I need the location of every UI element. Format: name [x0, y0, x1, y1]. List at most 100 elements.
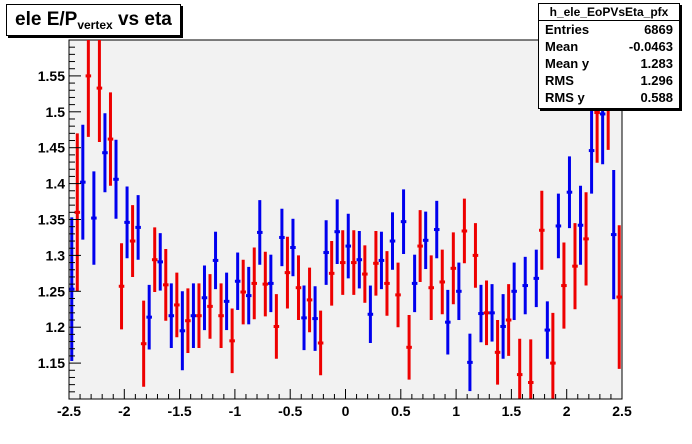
data-point — [306, 267, 313, 333]
data-point — [406, 314, 412, 380]
data-point — [107, 92, 114, 186]
data-point — [201, 265, 208, 331]
data-point — [339, 230, 346, 295]
data-point — [583, 192, 589, 286]
data-point — [500, 294, 506, 359]
stats-label: Entries — [545, 22, 590, 37]
data-point — [539, 190, 545, 270]
data-point — [223, 272, 230, 331]
data-point — [345, 213, 352, 279]
data-point — [572, 223, 578, 310]
data-point — [456, 262, 462, 321]
stats-box: h_ele_EoPVsEta_pfx Entries 6869 Mean -0.04… — [538, 3, 680, 109]
stats-histogram-name: h_ele_EoPVsEta_pfx — [539, 4, 679, 21]
data-point — [80, 124, 86, 240]
data-point — [317, 310, 324, 376]
data-point — [85, 40, 92, 137]
data-point — [157, 233, 164, 291]
title-subscript: vertex — [77, 18, 113, 32]
data-point — [190, 283, 197, 349]
data-point — [544, 301, 551, 359]
stats-value: 1.296 — [640, 73, 673, 88]
series-1 — [74, 40, 622, 399]
y-tick-label: 1.5 — [46, 104, 66, 120]
series-0 — [69, 63, 617, 392]
x-tick-label: 2 — [563, 403, 571, 419]
data-point — [245, 266, 252, 325]
data-point — [450, 232, 457, 305]
stats-row-mean: Mean -0.0463 — [539, 38, 679, 55]
data-point — [561, 242, 567, 329]
data-point — [588, 107, 595, 194]
data-point — [334, 199, 340, 265]
data-point — [96, 40, 103, 142]
data-point — [378, 231, 385, 290]
data-point — [312, 286, 318, 351]
stats-label: Mean y — [545, 56, 590, 71]
data-point — [356, 230, 363, 289]
data-point — [323, 220, 329, 285]
data-point — [489, 284, 495, 342]
data-point — [367, 285, 374, 343]
data-point — [91, 171, 97, 265]
data-point — [257, 200, 263, 265]
data-point — [445, 289, 451, 355]
data-point — [467, 333, 473, 392]
data-point — [102, 113, 108, 193]
data-point — [234, 252, 241, 310]
data-point — [433, 200, 440, 259]
data-point — [610, 169, 617, 300]
data-point — [129, 205, 136, 277]
data-point — [522, 256, 528, 315]
data-point — [577, 185, 584, 265]
data-point — [494, 320, 501, 385]
x-tick-label: -1.5 — [168, 403, 192, 419]
x-tick-label: 0 — [342, 403, 350, 419]
stats-value: 0.588 — [640, 90, 673, 105]
x-tick-label: 2.5 — [612, 403, 632, 419]
data-point — [174, 272, 180, 338]
y-tick-label: 1.2 — [46, 319, 66, 335]
data-point — [229, 308, 235, 374]
y-tick-label: 1.25 — [38, 283, 65, 299]
x-tick-label: -0.5 — [278, 403, 302, 419]
data-point — [74, 133, 81, 292]
data-point — [151, 227, 158, 293]
data-point — [135, 195, 141, 260]
data-point — [262, 251, 269, 317]
data-point — [140, 300, 147, 387]
data-point — [550, 312, 556, 399]
stats-value: 1.283 — [640, 56, 673, 71]
data-point — [124, 186, 130, 259]
y-tick-label: 1.45 — [38, 140, 65, 156]
data-point — [273, 294, 280, 359]
y-tick-label: 1.4 — [46, 176, 66, 192]
plot-frame — [68, 39, 623, 400]
data-point — [478, 284, 484, 343]
x-tick-label: -2.5 — [57, 403, 81, 419]
data-point — [527, 339, 534, 399]
data-point — [395, 262, 401, 328]
data-point — [284, 236, 291, 309]
data-point — [290, 218, 296, 277]
data-point — [439, 249, 446, 315]
stats-label: Mean — [545, 39, 579, 54]
data-point — [268, 254, 274, 313]
data-point — [411, 254, 418, 313]
data-point — [428, 255, 434, 321]
data-point — [417, 210, 423, 282]
data-point — [472, 223, 479, 288]
data-point — [389, 212, 396, 270]
data-point — [251, 247, 258, 320]
stats-row-entries: Entries 6869 — [539, 21, 679, 38]
data-point — [163, 248, 169, 321]
x-tick-label: 1.5 — [502, 403, 522, 419]
data-point — [218, 283, 224, 349]
data-point — [483, 280, 490, 346]
data-point — [196, 283, 202, 349]
y-tick-label: 1.15 — [38, 355, 65, 371]
stats-label: RMS y — [545, 90, 585, 105]
data-point — [384, 251, 390, 316]
data-point — [179, 291, 186, 371]
data-point — [301, 285, 307, 351]
